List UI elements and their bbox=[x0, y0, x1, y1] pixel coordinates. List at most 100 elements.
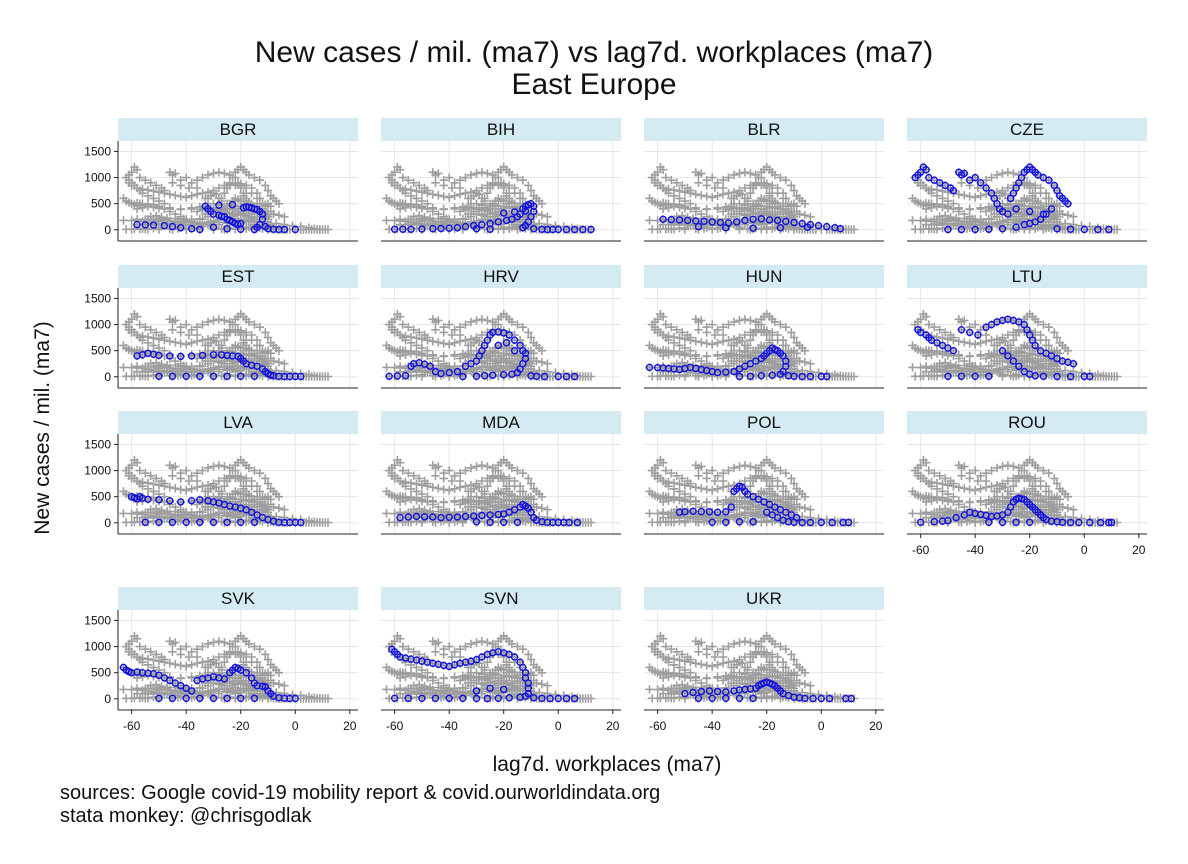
panel-label: SVK bbox=[221, 589, 256, 608]
data-point bbox=[1009, 357, 1018, 365]
panel-pol: POL bbox=[644, 411, 884, 535]
data-point bbox=[570, 372, 579, 381]
data-point bbox=[505, 331, 513, 339]
data-point bbox=[291, 694, 299, 703]
data-point bbox=[166, 352, 174, 360]
data-point bbox=[1053, 372, 1061, 381]
data-point bbox=[196, 225, 204, 234]
panel-strip bbox=[644, 118, 884, 141]
data-point bbox=[705, 687, 714, 695]
panel-svn: SVN -60 -40 -20 0 20 bbox=[381, 587, 621, 733]
data-point bbox=[187, 352, 196, 360]
data-point bbox=[209, 223, 218, 231]
data-point bbox=[546, 694, 554, 703]
data-point bbox=[201, 202, 210, 211]
data-point bbox=[960, 169, 968, 178]
data-point bbox=[570, 225, 579, 234]
data-point bbox=[215, 201, 223, 209]
data-point bbox=[727, 503, 735, 511]
data-point bbox=[713, 508, 722, 516]
x-tick-label: -20 bbox=[232, 719, 250, 733]
data-point bbox=[957, 372, 966, 380]
data-point bbox=[705, 508, 714, 516]
data-point bbox=[798, 518, 806, 527]
x-tick-label: 20 bbox=[1132, 543, 1146, 557]
x-tick-label: -60 bbox=[123, 719, 141, 733]
background-series bbox=[119, 631, 333, 703]
data-point bbox=[790, 372, 798, 380]
data-point bbox=[250, 225, 259, 234]
data-point bbox=[798, 219, 806, 228]
data-point bbox=[291, 225, 299, 234]
data-point bbox=[453, 223, 462, 232]
data-point bbox=[757, 215, 765, 223]
data-point bbox=[562, 694, 571, 703]
y-tick-label: 1500 bbox=[84, 613, 111, 627]
data-point bbox=[659, 215, 667, 224]
data-point bbox=[944, 372, 952, 380]
data-point bbox=[209, 694, 218, 702]
data-point bbox=[236, 225, 245, 234]
data-point bbox=[713, 368, 722, 377]
data-point bbox=[390, 225, 399, 234]
data-point bbox=[694, 222, 703, 231]
panel-ltu: LTU bbox=[907, 265, 1147, 389]
background-series bbox=[382, 309, 596, 381]
data-point bbox=[182, 518, 190, 526]
x-tick-label: -40 bbox=[967, 543, 985, 557]
data-point bbox=[681, 689, 689, 698]
data-point bbox=[223, 518, 231, 526]
panel-label: EST bbox=[221, 267, 254, 286]
y-tick-label: 1500 bbox=[84, 437, 111, 451]
data-point bbox=[494, 218, 502, 226]
data-point bbox=[223, 694, 231, 702]
data-point bbox=[1085, 518, 1094, 527]
data-point bbox=[168, 694, 177, 702]
y-tick-label: 500 bbox=[91, 490, 111, 504]
background-series bbox=[908, 162, 1122, 234]
data-point bbox=[155, 496, 163, 504]
background-series bbox=[382, 631, 596, 703]
x-tick-label: 0 bbox=[555, 719, 562, 733]
data-point bbox=[722, 518, 730, 526]
panel-label: BGR bbox=[220, 120, 257, 139]
data-point bbox=[530, 224, 538, 233]
x-tick-label: -20 bbox=[1021, 543, 1039, 557]
data-point bbox=[155, 372, 163, 380]
data-point bbox=[176, 223, 185, 232]
data-point bbox=[168, 518, 177, 526]
data-point bbox=[1066, 518, 1075, 527]
data-point bbox=[645, 363, 654, 372]
y-tick-label: 1500 bbox=[84, 144, 111, 158]
background-series bbox=[119, 455, 333, 527]
data-point bbox=[521, 349, 530, 357]
chart-title: New cases / mil. (ma7) vs lag7d. workpla… bbox=[254, 36, 934, 69]
data-point bbox=[141, 221, 150, 229]
data-point bbox=[782, 217, 790, 226]
y-tick-label: 1000 bbox=[84, 464, 111, 478]
y-tick-label: 1000 bbox=[84, 640, 111, 654]
data-point bbox=[418, 694, 426, 702]
data-point bbox=[817, 518, 825, 527]
data-point bbox=[1064, 199, 1072, 208]
data-point bbox=[223, 372, 231, 380]
x-tick-label: -60 bbox=[912, 543, 930, 557]
data-point bbox=[187, 687, 196, 695]
data-point bbox=[510, 653, 519, 661]
data-point bbox=[445, 513, 453, 521]
x-tick-label: -40 bbox=[704, 719, 722, 733]
panel-rou: ROU -60 -40 -20 0 20 bbox=[907, 411, 1147, 557]
data-point bbox=[478, 220, 486, 229]
data-point bbox=[683, 216, 692, 225]
data-point bbox=[806, 372, 815, 381]
data-point bbox=[508, 370, 516, 378]
data-point bbox=[930, 518, 938, 526]
y-tick-label: 0 bbox=[104, 516, 111, 530]
data-point bbox=[149, 221, 158, 229]
data-point bbox=[540, 372, 549, 381]
panel-ukr: UKR -60 -40 -20 0 20 bbox=[644, 587, 884, 733]
data-point bbox=[1012, 205, 1020, 213]
data-point bbox=[949, 347, 958, 355]
panel-hrv: HRV bbox=[381, 265, 621, 389]
